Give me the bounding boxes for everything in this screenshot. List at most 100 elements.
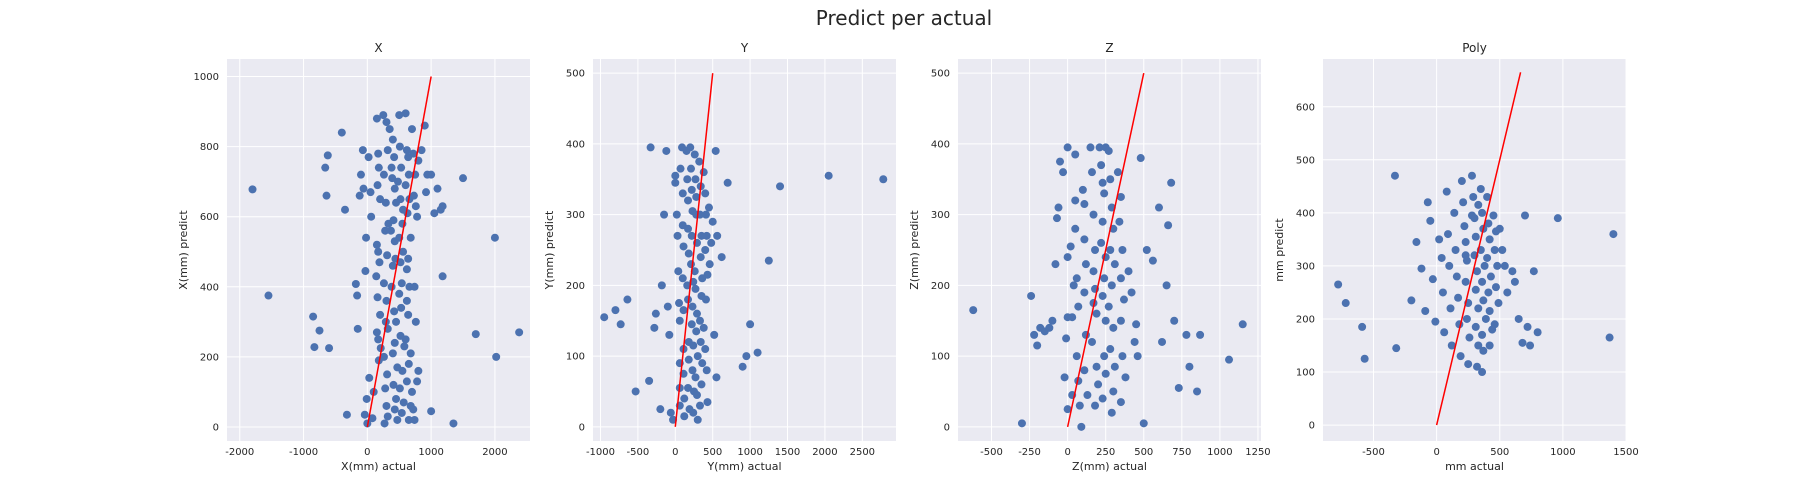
scatter-point — [399, 247, 408, 256]
scatter-point — [427, 407, 436, 416]
x-tick-label: -1000 — [586, 447, 615, 458]
scatter-point — [381, 198, 390, 207]
scatter-point — [1095, 143, 1104, 152]
scatter-point — [355, 191, 364, 200]
y-axis-label: Y(mm) predict — [543, 210, 556, 290]
y-tick-label: 1000 — [194, 72, 219, 83]
scatter-point — [1476, 184, 1485, 193]
x-tick-label: -500 — [980, 447, 1003, 458]
scatter-point — [1498, 246, 1507, 254]
scatter-point — [1421, 307, 1430, 316]
scatter-point — [1106, 175, 1115, 184]
y-tick-label: 200 — [931, 281, 950, 292]
x-tick-label: -2000 — [225, 447, 254, 458]
scatter-point — [1443, 230, 1452, 239]
scatter-point — [1142, 246, 1151, 254]
scatter-point — [669, 415, 678, 424]
scatter-point — [1091, 401, 1100, 410]
scatter-point — [879, 175, 888, 184]
scatter-point — [367, 212, 376, 221]
scatter-point — [1132, 320, 1141, 329]
y-tick-label: 500 — [931, 69, 950, 80]
scatter-point — [738, 362, 747, 371]
y-tick-label: 0 — [213, 422, 219, 433]
scatter-point — [1110, 260, 1119, 269]
scatter-point — [1116, 192, 1125, 201]
scatter-point — [395, 289, 404, 298]
scatter-point — [1238, 320, 1247, 329]
scatter-point — [1484, 219, 1493, 228]
scatter-point — [1063, 143, 1072, 152]
scatter-point — [616, 320, 625, 329]
scatter-point — [413, 212, 422, 221]
scatter-point — [392, 394, 401, 403]
subplot-x: -2000 -1000 0 1000 2000 0 200 400 600 800 1000 X X(m… — [177, 41, 530, 473]
scatter-point — [1051, 260, 1060, 269]
x-tick-label: 500 — [703, 447, 722, 458]
y-tick-label: 200 — [200, 352, 219, 363]
subplot-title: X — [374, 41, 382, 55]
scatter-point — [383, 146, 392, 155]
scatter-point — [707, 238, 716, 247]
scatter-point — [1059, 168, 1068, 177]
scatter-point — [1529, 267, 1538, 276]
scatter-point — [1091, 246, 1100, 254]
scatter-point — [388, 349, 397, 358]
scatter-point — [697, 380, 706, 389]
scatter-point — [662, 146, 671, 155]
scatter-point — [401, 335, 410, 344]
scatter-point — [410, 282, 419, 291]
scatter-point — [1518, 338, 1527, 347]
scatter-point — [742, 352, 751, 361]
scatter-point — [1052, 214, 1061, 223]
scatter-point — [1478, 277, 1487, 286]
scatter-point — [1467, 211, 1476, 220]
scatter-point — [1078, 185, 1087, 194]
scatter-point — [372, 240, 381, 249]
scatter-point — [699, 168, 708, 177]
scatter-point — [398, 366, 407, 375]
scatter-point — [1158, 337, 1167, 346]
scatter-point — [1170, 316, 1179, 325]
scatter-point — [680, 412, 689, 421]
scatter-point — [1033, 341, 1042, 350]
scatter-point — [1109, 323, 1118, 332]
scatter-point — [365, 373, 374, 382]
scatter-point — [401, 181, 410, 190]
y-tick-label: 100 — [1296, 368, 1315, 379]
scatter-point — [1097, 161, 1106, 170]
scatter-point — [1071, 150, 1080, 159]
scatter-point — [368, 414, 377, 423]
x-tick-label: 750 — [1172, 447, 1191, 458]
scatter-point — [1074, 302, 1083, 311]
scatter-point — [1435, 235, 1444, 244]
scatter-point — [390, 184, 399, 193]
y-tick-label: 0 — [579, 422, 585, 433]
scatter-point — [381, 384, 390, 393]
scatter-point — [353, 324, 362, 333]
x-tick-label: -1000 — [289, 447, 318, 458]
y-tick-label: 500 — [566, 69, 585, 80]
scatter-point — [1069, 281, 1078, 290]
scatter-point — [404, 415, 413, 424]
scatter-point — [824, 171, 833, 180]
scatter-point — [351, 279, 360, 288]
scatter-point — [675, 299, 684, 308]
scatter-point — [1133, 352, 1142, 361]
scatter-point — [1334, 280, 1343, 289]
scatter-point — [1100, 274, 1109, 283]
subplot-poly: -500 0 500 1000 1500 0 100 200 300 400 500 600 Poly m… — [1273, 41, 1639, 473]
scatter-point — [711, 146, 720, 155]
scatter-point — [315, 326, 324, 335]
x-tick-label: 250 — [1096, 447, 1115, 458]
scatter-point — [1474, 341, 1483, 350]
x-tick-label: 0 — [1064, 447, 1070, 458]
scatter-point — [1121, 373, 1130, 382]
scatter-point — [1115, 217, 1124, 226]
scatter-point — [631, 387, 640, 396]
scatter-point — [1446, 304, 1455, 313]
scatter-point — [1467, 171, 1476, 180]
scatter-point — [379, 279, 388, 288]
scatter-point — [1473, 362, 1482, 371]
y-tick-label: 400 — [566, 139, 585, 150]
